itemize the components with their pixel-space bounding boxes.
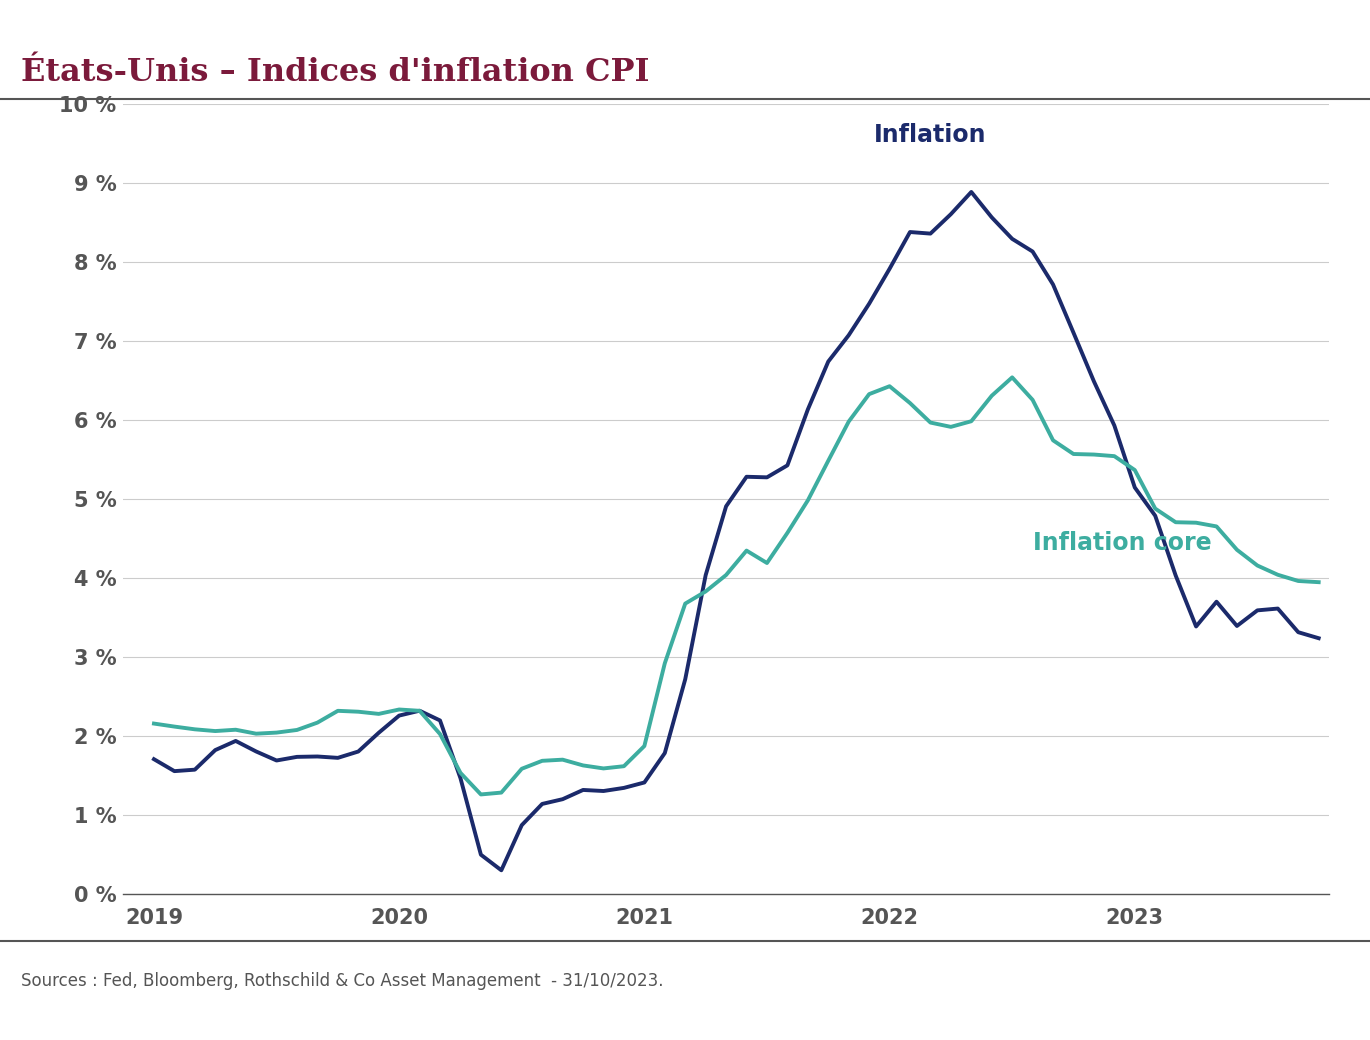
Text: Inflation core: Inflation core [1033,530,1211,554]
Text: États-Unis – Indices d'inflation CPI: États-Unis – Indices d'inflation CPI [21,57,649,88]
Text: Sources : Fed, Bloomberg, Rothschild & Co Asset Management  - 31/10/2023.: Sources : Fed, Bloomberg, Rothschild & C… [21,972,663,990]
Text: Inflation: Inflation [874,124,986,148]
